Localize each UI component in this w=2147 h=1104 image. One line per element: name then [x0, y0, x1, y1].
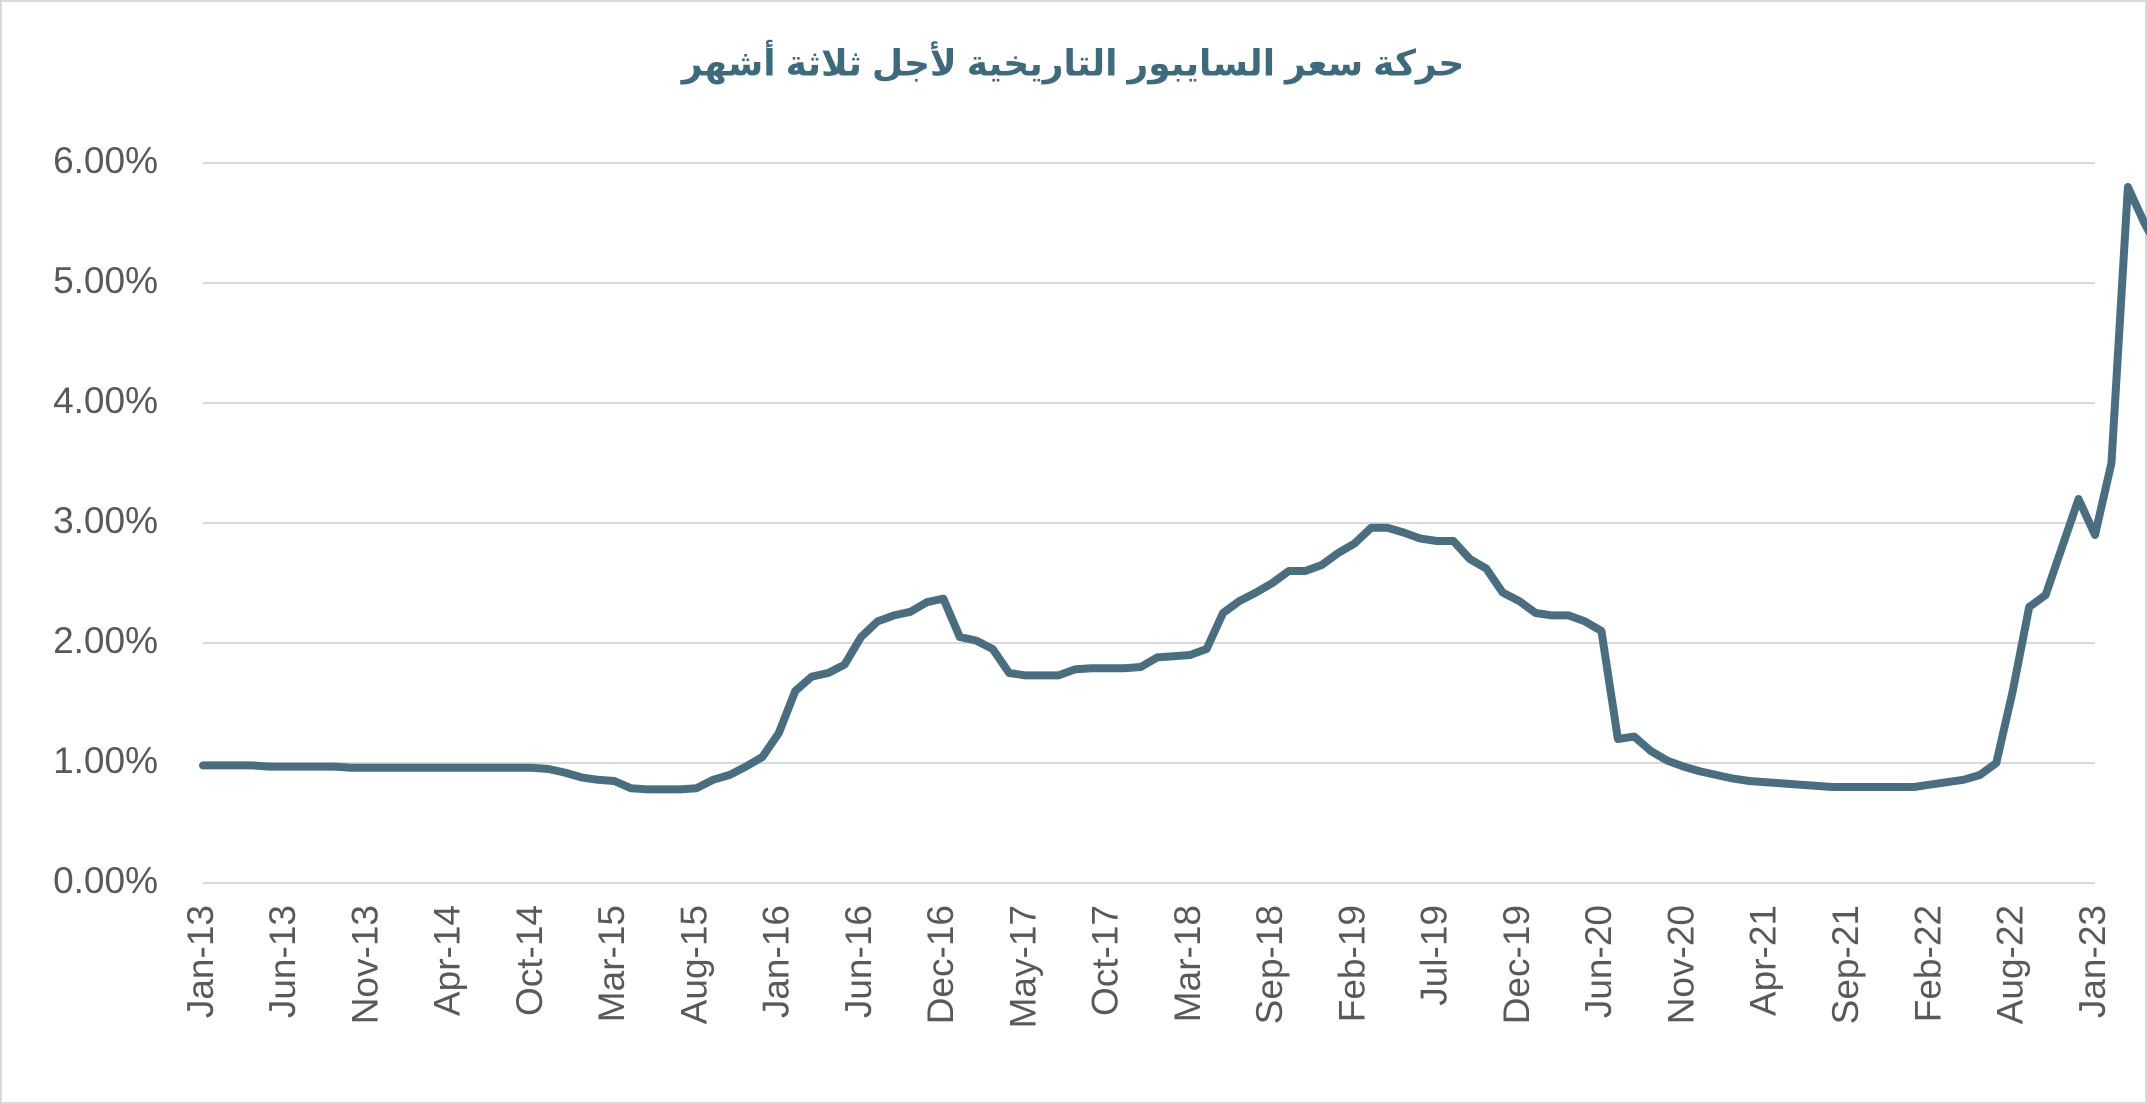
y-tick-label: 0.00% [53, 860, 158, 901]
x-tick-label: Jan-23 [2072, 905, 2113, 1018]
x-tick-label: Jun-20 [1578, 905, 1619, 1018]
x-tick-label: Jan-16 [756, 905, 797, 1018]
y-tick-label: 5.00% [53, 260, 158, 301]
x-tick-label: Dec-19 [1496, 905, 1537, 1024]
x-tick-label: Mar-15 [591, 905, 632, 1022]
x-tick-label: Aug-22 [1990, 905, 2031, 1024]
y-tick-label: 2.00% [53, 620, 158, 661]
x-tick-label: Feb-22 [1907, 905, 1948, 1022]
x-tick-label: Sep-18 [1249, 905, 1290, 1024]
y-tick-label: 4.00% [53, 380, 158, 421]
y-tick-label: 6.00% [53, 140, 158, 181]
x-tick-label: Jun-16 [838, 905, 879, 1018]
x-tick-label: Apr-14 [427, 905, 468, 1016]
x-tick-label: Jun-13 [262, 905, 303, 1018]
x-tick-label: Aug-15 [673, 905, 714, 1024]
x-tick-label: Mar-18 [1167, 905, 1208, 1022]
x-tick-label: Nov-20 [1660, 905, 1701, 1024]
x-tick-label: Feb-19 [1331, 905, 1372, 1022]
x-tick-label: Nov-13 [344, 905, 385, 1024]
x-tick-label: Jan-13 [180, 905, 221, 1018]
chart-title: حركة سعر السايبور التاريخية لأجل ثلاثة أ… [680, 40, 1465, 85]
x-tick-label: Sep-21 [1825, 905, 1866, 1024]
data-line [199, 183, 2147, 794]
y-tick-label: 1.00% [53, 740, 158, 781]
x-tick-label: Oct-14 [509, 905, 550, 1016]
x-tick-label: Jul-19 [1414, 905, 1455, 1006]
x-tick-label: Dec-16 [920, 905, 961, 1024]
y-tick-label: 3.00% [53, 500, 158, 541]
x-tick-label: May-17 [1002, 905, 1043, 1028]
x-tick-label: Oct-17 [1085, 905, 1126, 1016]
x-tick-label: Apr-21 [1743, 905, 1784, 1016]
